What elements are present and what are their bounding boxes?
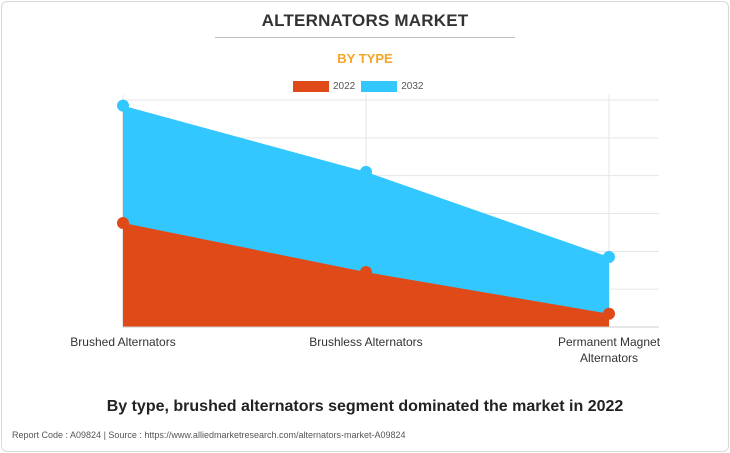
data-point-2022-0 (117, 216, 129, 229)
x-tick-label-line: Permanent Magnet (557, 335, 661, 349)
data-point-2032-0 (117, 99, 129, 112)
data-point-2022-2 (603, 307, 615, 320)
chart-title: ALTERNATORS MARKET (261, 11, 469, 30)
x-tick-label: Brushed Alternators (48, 334, 198, 350)
legend-item-2032[interactable]: 2032 (361, 80, 424, 92)
legend: 2022 2032 (293, 79, 430, 93)
data-point-2032-2 (603, 251, 615, 264)
x-tick-label-line: Brushed Alternators (70, 335, 176, 349)
legend-item-2022[interactable]: 2022 (293, 80, 356, 92)
legend-swatch-2032 (361, 80, 398, 92)
x-tick-label: Brushless Alternators (291, 334, 441, 350)
legend-label-2032: 2032 (401, 80, 424, 92)
source-footer: Report Code : A09824 | Source : https://… (12, 430, 406, 440)
data-point-2022-1 (360, 266, 372, 279)
chart-subtitle: BY TYPE (337, 51, 393, 66)
x-tick-label-line: Alternators (579, 351, 639, 365)
legend-swatch-2022 (293, 80, 329, 92)
x-tick-label: Permanent Magnet Alternators (534, 334, 684, 366)
data-point-2032-1 (360, 165, 372, 178)
x-tick-label-line: Brushless Alternators (309, 335, 423, 349)
legend-label-2022: 2022 (333, 80, 356, 92)
title-divider (215, 37, 515, 38)
chart-caption: By type, brushed alternators segment dom… (106, 398, 624, 415)
